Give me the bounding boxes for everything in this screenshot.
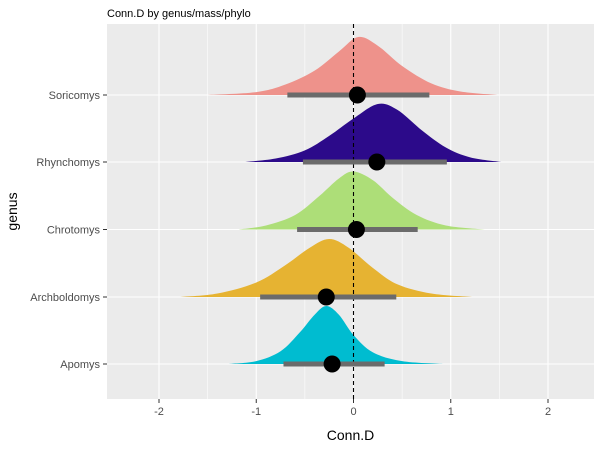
density-rhynchomys (244, 103, 502, 162)
x-tick-label: -2 (154, 406, 164, 418)
x-axis: -2 -1 0 1 2 (154, 399, 551, 418)
y-tick-label: Rhynchomys (36, 157, 100, 169)
density-soricomys (207, 36, 498, 95)
density-archboldomys (180, 239, 473, 297)
y-tick-label: Chrotomys (47, 225, 101, 237)
x-tick-label: 1 (448, 406, 454, 418)
point-soricomys (348, 86, 366, 104)
point-chrotomys (347, 221, 365, 238)
density-chrotomys (238, 171, 485, 230)
y-tick-label: Archboldomys (30, 292, 100, 304)
y-tick-label: Soricomys (49, 90, 101, 102)
y-axis-title: genus (4, 192, 20, 230)
x-tick-label: 0 (350, 406, 356, 418)
point-layer (317, 86, 386, 373)
y-axis: Soricomys Rhynchomys Chrotomys Archboldomys… (30, 90, 107, 371)
point-apomys (323, 355, 341, 373)
x-tick-label: 2 (545, 406, 551, 418)
chart-title: Conn.D by genus/mass/phylo (107, 8, 251, 20)
point-archboldomys (317, 288, 335, 306)
x-tick-label: -1 (251, 406, 261, 418)
point-rhynchomys (368, 153, 386, 171)
density-layer (180, 36, 502, 364)
x-axis-title: Conn.D (327, 427, 374, 443)
density-apomys (229, 306, 443, 364)
y-tick-label: Apomys (60, 359, 100, 371)
